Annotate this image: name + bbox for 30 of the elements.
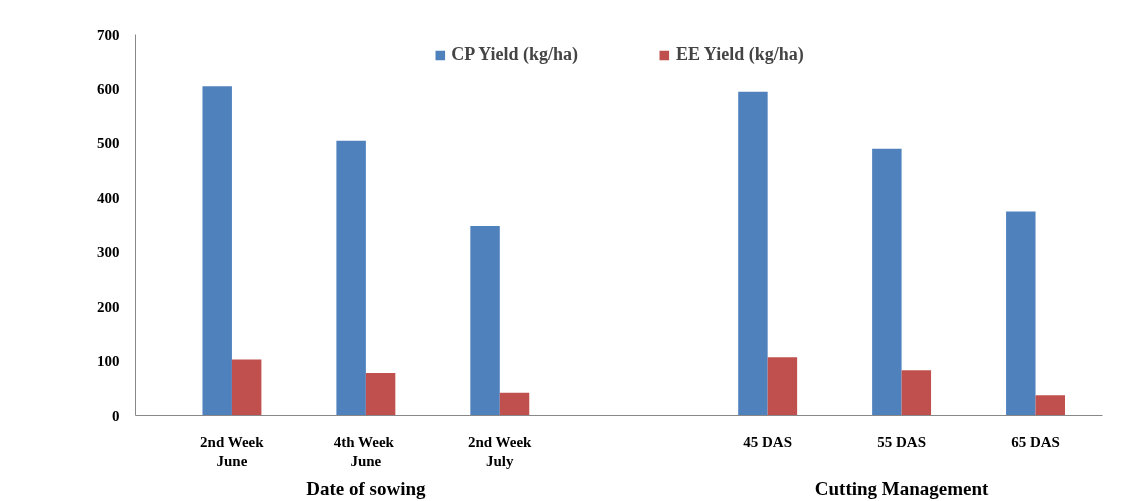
legend-label: EE Yield (kg/ha) bbox=[676, 44, 804, 65]
bar bbox=[901, 370, 932, 416]
bar bbox=[738, 91, 768, 416]
x-tick-label: 2nd Week June bbox=[200, 433, 265, 469]
x-tick-label: 55 DAS bbox=[877, 433, 926, 450]
y-tick-label: 400 bbox=[97, 189, 120, 206]
y-tick-label: 700 bbox=[97, 26, 120, 43]
bar bbox=[1006, 211, 1036, 416]
y-tick-label: 200 bbox=[97, 298, 120, 315]
y-tick-label: 0 bbox=[112, 407, 120, 424]
text: Date of sowing bbox=[306, 477, 426, 499]
legend-label: CP Yield (kg/ha) bbox=[451, 44, 578, 65]
x-tick-label: 65 DAS bbox=[1011, 433, 1060, 450]
x-tick-label: 2nd Week July bbox=[467, 433, 533, 469]
bar bbox=[872, 148, 902, 416]
bar bbox=[202, 86, 232, 416]
bar bbox=[231, 359, 262, 416]
y-tick-label: 300 bbox=[97, 244, 120, 261]
y-tick-label: 100 bbox=[97, 353, 120, 370]
text: Cutting Management bbox=[814, 477, 990, 499]
y-tick-label: 600 bbox=[97, 80, 120, 97]
x-tick-label: 45 DAS bbox=[743, 433, 793, 450]
bar bbox=[499, 392, 530, 416]
bar bbox=[470, 226, 500, 416]
bar bbox=[767, 357, 798, 416]
x-tick-label: 4th Week June bbox=[333, 433, 395, 469]
bar bbox=[336, 140, 366, 416]
bar bbox=[1035, 395, 1065, 416]
bar bbox=[365, 373, 396, 416]
y-tick-label: 500 bbox=[97, 135, 120, 152]
